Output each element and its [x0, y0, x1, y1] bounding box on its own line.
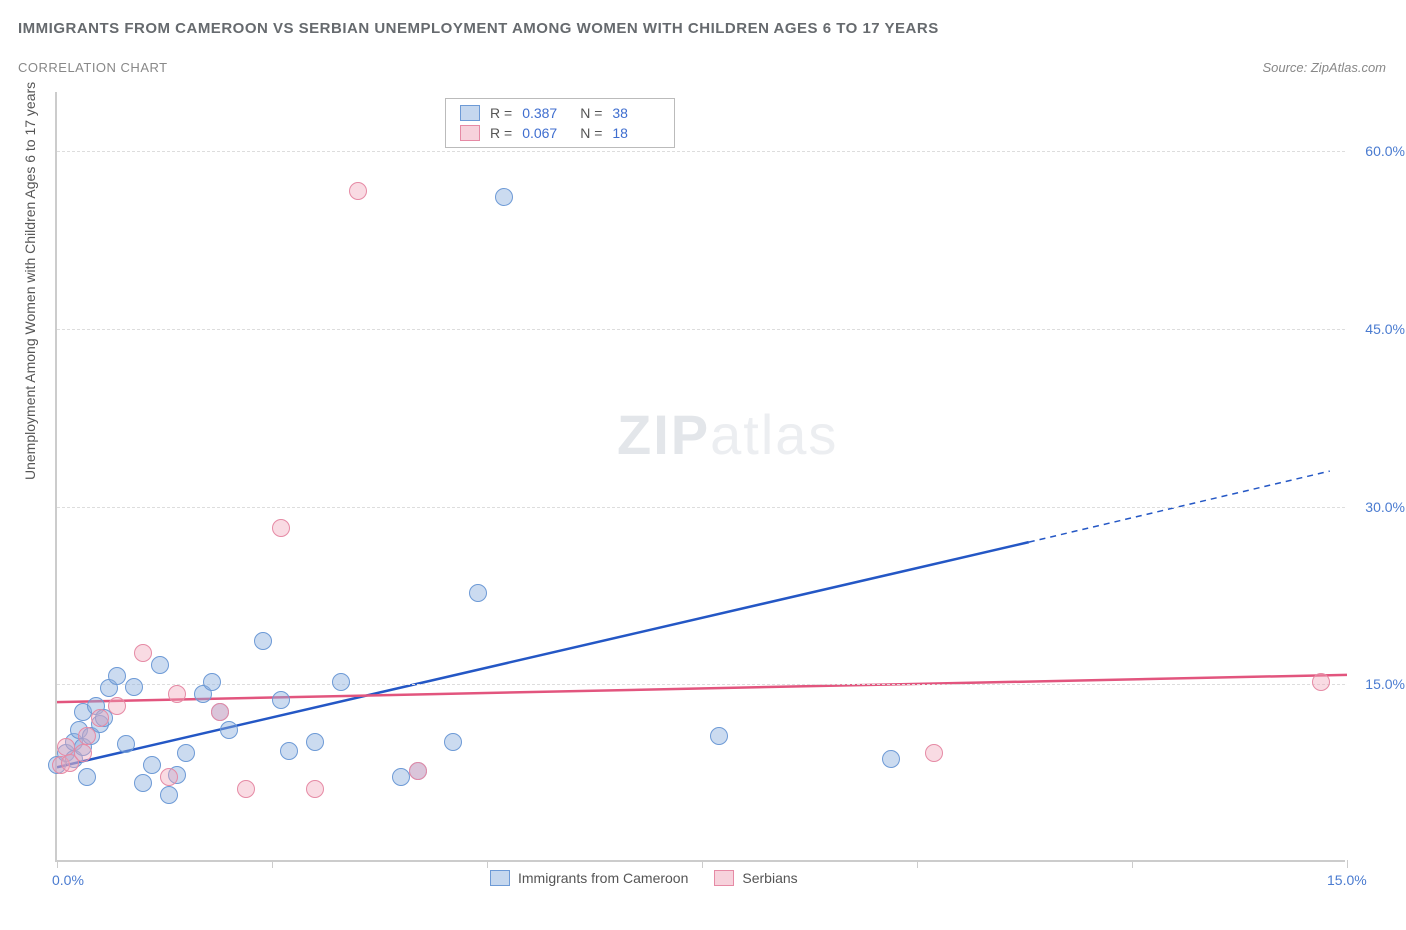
gridline [57, 151, 1345, 152]
watermark: ZIPatlas [617, 402, 838, 467]
data-point [444, 733, 462, 751]
data-point [91, 709, 109, 727]
y-tick-label: 30.0% [1365, 499, 1405, 515]
data-point [925, 744, 943, 762]
data-point [108, 667, 126, 685]
legend-item-cameroon: Immigrants from Cameroon [490, 870, 688, 886]
data-point [168, 685, 186, 703]
data-point [392, 768, 410, 786]
data-point [134, 644, 152, 662]
data-point [306, 780, 324, 798]
data-point [108, 697, 126, 715]
correlation-legend: R = 0.387 N = 38 R = 0.067 N = 18 [445, 98, 675, 148]
r-value-pink: 0.067 [522, 125, 570, 141]
data-point [280, 742, 298, 760]
chart-title: IMMIGRANTS FROM CAMEROON VS SERBIAN UNEM… [18, 20, 939, 37]
data-point [272, 691, 290, 709]
data-point [177, 744, 195, 762]
n-value-blue: 38 [612, 105, 660, 121]
source-label: Source: ZipAtlas.com [1262, 60, 1386, 75]
x-tick [917, 860, 918, 868]
r-label: R = [490, 125, 512, 141]
x-tick [272, 860, 273, 868]
swatch-pink [714, 870, 734, 886]
gridline [57, 507, 1345, 508]
data-point [160, 768, 178, 786]
x-tick [487, 860, 488, 868]
x-tick [1132, 860, 1133, 868]
swatch-pink [460, 125, 480, 141]
data-point [78, 727, 96, 745]
gridline [57, 684, 1345, 685]
y-tick-label: 15.0% [1365, 676, 1405, 692]
legend-row-pink: R = 0.067 N = 18 [460, 125, 660, 141]
data-point [306, 733, 324, 751]
data-point [272, 519, 290, 537]
y-axis-label: Unemployment Among Women with Children A… [22, 82, 38, 480]
trend-lines [57, 92, 1347, 862]
y-tick-label: 45.0% [1365, 321, 1405, 337]
data-point [882, 750, 900, 768]
data-point [125, 678, 143, 696]
data-point [220, 721, 238, 739]
data-point [1312, 673, 1330, 691]
n-label: N = [580, 125, 602, 141]
x-tick-label: 0.0% [52, 872, 84, 888]
data-point [160, 786, 178, 804]
r-value-blue: 0.387 [522, 105, 570, 121]
data-point [203, 673, 221, 691]
data-point [495, 188, 513, 206]
chart-subtitle: CORRELATION CHART [18, 60, 168, 75]
data-point [78, 768, 96, 786]
x-tick [1347, 860, 1348, 868]
data-point [349, 182, 367, 200]
data-point [237, 780, 255, 798]
data-point [74, 744, 92, 762]
data-point [134, 774, 152, 792]
legend-row-blue: R = 0.387 N = 38 [460, 105, 660, 121]
n-label: N = [580, 105, 602, 121]
x-tick [702, 860, 703, 868]
legend-label-cameroon: Immigrants from Cameroon [518, 870, 688, 886]
x-tick-label: 15.0% [1327, 872, 1367, 888]
data-point [211, 703, 229, 721]
legend-item-serbians: Serbians [714, 870, 797, 886]
series-legend: Immigrants from Cameroon Serbians [490, 870, 798, 886]
swatch-blue [460, 105, 480, 121]
legend-label-serbians: Serbians [742, 870, 797, 886]
r-label: R = [490, 105, 512, 121]
gridline [57, 329, 1345, 330]
data-point [143, 756, 161, 774]
data-point [151, 656, 169, 674]
y-tick-label: 60.0% [1365, 143, 1405, 159]
data-point [409, 762, 427, 780]
data-point [469, 584, 487, 602]
data-point [332, 673, 350, 691]
n-value-pink: 18 [612, 125, 660, 141]
data-point [710, 727, 728, 745]
x-tick [57, 860, 58, 868]
plot-area: ZIPatlas 15.0%30.0%45.0%60.0%0.0%15.0% [55, 92, 1345, 862]
data-point [254, 632, 272, 650]
data-point [117, 735, 135, 753]
swatch-blue [490, 870, 510, 886]
